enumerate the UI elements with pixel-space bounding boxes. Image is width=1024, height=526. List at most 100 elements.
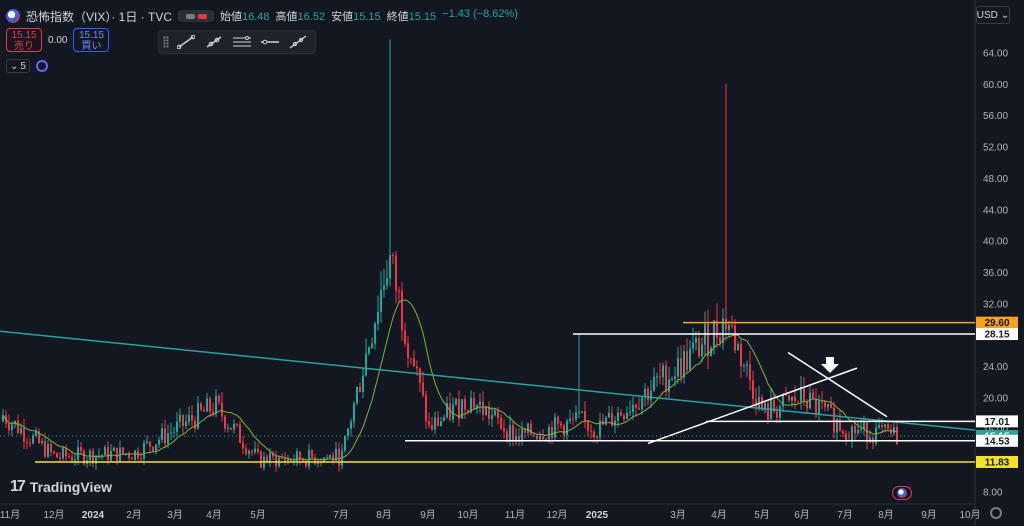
candle-body	[140, 458, 142, 460]
candle-body	[35, 431, 37, 436]
gear-icon[interactable]	[990, 507, 1002, 519]
candle-body	[545, 439, 547, 441]
candle-body	[410, 358, 412, 360]
x-tick-label: 12月	[43, 509, 64, 521]
candle-body	[782, 393, 784, 407]
candle-body	[230, 427, 232, 430]
candle-body	[572, 418, 574, 420]
candle-body	[239, 424, 241, 443]
candle-body	[677, 358, 679, 377]
candle-body	[740, 343, 742, 367]
indicator-settings-icon[interactable]	[36, 60, 48, 72]
candle-body	[284, 458, 286, 462]
candle-body	[44, 440, 46, 457]
parallel-channel-tool[interactable]	[231, 33, 253, 51]
candle-body	[224, 416, 226, 429]
rising-trendline	[647, 367, 858, 445]
candle-body	[95, 455, 97, 464]
candle-body	[584, 411, 586, 421]
candle-body	[395, 255, 397, 291]
trend-line-tool[interactable]	[175, 33, 197, 51]
candle-body	[167, 433, 169, 444]
candle-body	[29, 442, 31, 444]
candle-body	[380, 290, 382, 313]
long-trendline	[0, 330, 976, 431]
candle-body	[8, 423, 10, 431]
candle-body	[662, 365, 664, 377]
candle-body	[353, 403, 355, 422]
candle-body	[245, 448, 247, 454]
candle-body	[338, 448, 340, 466]
candle-body	[686, 351, 688, 370]
candle-body	[197, 403, 199, 429]
candle-body	[725, 318, 727, 330]
candle-body	[221, 402, 223, 417]
candle-body	[467, 409, 469, 413]
candle-body	[149, 441, 151, 447]
buy-button[interactable]: 15.15 買い	[73, 28, 110, 52]
ray-tool[interactable]	[203, 33, 225, 51]
open-label: 始値	[220, 11, 243, 23]
candle-body	[827, 403, 829, 408]
candle-body	[470, 397, 472, 413]
candle-body	[23, 428, 25, 442]
candle-body	[860, 429, 862, 431]
price-label: 14.53	[984, 436, 1009, 447]
candle-body	[776, 411, 778, 418]
y-tick-label: 48.00	[983, 174, 1008, 185]
candle-body	[749, 364, 751, 381]
x-tick-label: 5月	[250, 509, 266, 521]
candle-body	[41, 440, 43, 443]
y-tick-label: 20.00	[983, 393, 1008, 404]
candle-body	[272, 452, 274, 457]
x-tick-label: 11月	[0, 509, 20, 521]
candle-body	[389, 255, 391, 279]
y-tick-label: 52.00	[983, 143, 1008, 154]
candle-body	[521, 428, 523, 441]
candle-body	[539, 436, 541, 440]
us-flag-icon	[6, 9, 20, 23]
indicators-toggle[interactable]: ⌄ 5	[6, 59, 30, 73]
symbol-title[interactable]: 恐怖指数（VIX）· 1日 · TVC	[26, 9, 173, 24]
x-tick-label: 11月	[505, 509, 525, 521]
candle-body	[842, 431, 844, 434]
event-marker-icon[interactable]	[892, 486, 912, 500]
candle-body	[257, 448, 259, 452]
market-status-icon[interactable]	[178, 10, 215, 22]
candle-body	[416, 366, 418, 369]
currency-selector[interactable]: USD ⌄	[976, 6, 1010, 24]
candle-body	[476, 404, 478, 409]
candle-body	[332, 455, 334, 461]
indicator-row: ⌄ 5	[6, 59, 48, 73]
candle-body	[188, 415, 190, 422]
candle-body	[116, 447, 118, 462]
candle-body	[215, 396, 217, 415]
candle-body	[599, 420, 601, 438]
sell-button[interactable]: 15.15 売り	[6, 28, 42, 52]
candle-body	[896, 426, 898, 445]
y-tick-label: 44.00	[983, 205, 1008, 216]
candle-body	[185, 421, 187, 426]
candle-body	[575, 412, 577, 420]
candle-body	[689, 348, 691, 370]
x-tick-label: 9月	[921, 509, 937, 521]
candle-body	[614, 420, 616, 426]
candle-body	[53, 451, 55, 454]
candle-body	[110, 451, 112, 461]
candle-body	[629, 411, 631, 413]
change-value: −1.43 (−8.62%)	[442, 8, 518, 20]
candle-body	[788, 395, 790, 401]
candle-body	[707, 324, 709, 357]
candle-body	[632, 404, 634, 412]
candle-body	[299, 451, 301, 460]
candle-body	[800, 386, 802, 402]
drag-handle-icon[interactable]	[163, 36, 169, 48]
horizontal-ray-tool[interactable]	[259, 33, 281, 51]
extended-line-tool[interactable]	[287, 33, 309, 51]
candle-body	[524, 428, 526, 433]
candle-body	[152, 446, 154, 451]
candle-body	[92, 450, 94, 464]
y-tick-label: 40.00	[983, 237, 1008, 248]
candle-body	[557, 417, 559, 424]
